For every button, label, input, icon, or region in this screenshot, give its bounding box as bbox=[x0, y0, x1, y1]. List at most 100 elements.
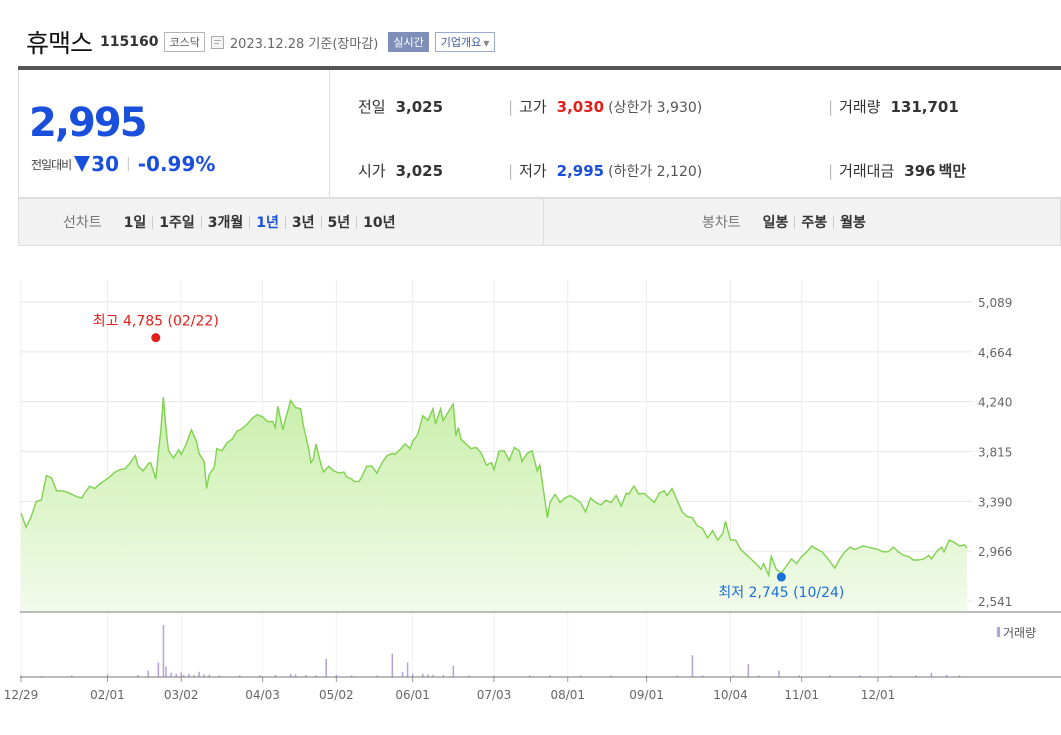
volume-bar bbox=[325, 658, 327, 677]
period-tab-2[interactable]: 3개월 bbox=[207, 215, 244, 231]
volume-bar bbox=[945, 674, 948, 677]
separator: | bbox=[828, 161, 834, 180]
volume-bar bbox=[71, 675, 73, 677]
volume-bar bbox=[610, 675, 612, 677]
volume-bar bbox=[274, 674, 277, 677]
stat-value: 131,701 bbox=[890, 97, 959, 116]
change-row: 전일대비 30 | -0.99% bbox=[31, 152, 215, 176]
stat-value: 3,030 bbox=[556, 97, 605, 116]
y-tick-label: 3,390 bbox=[978, 495, 1012, 509]
realtime-button[interactable]: 실시간 bbox=[388, 32, 429, 52]
chart-markers: 최고 4,785 (02/22) 최저 2,745 (10/24) bbox=[93, 314, 845, 601]
line-chart-label: 선차트 bbox=[63, 215, 102, 231]
candle-tab-0[interactable]: 일봉 bbox=[762, 215, 789, 231]
stat-low: | 저가 2,995 (하한가 2,120) bbox=[508, 160, 702, 181]
x-tick-label: 10/04 bbox=[713, 688, 748, 702]
current-price: 2,995 bbox=[29, 100, 148, 146]
x-tick-label: 05/02 bbox=[319, 688, 354, 702]
separator bbox=[356, 215, 358, 229]
volume-bar bbox=[549, 675, 551, 677]
stat-label: 거래대금 bbox=[839, 162, 895, 180]
stat-label: 거래량 bbox=[839, 98, 881, 116]
volume-bar bbox=[259, 675, 261, 677]
separator bbox=[320, 215, 322, 229]
change-label: 전일대비 bbox=[31, 157, 72, 172]
volume-bar bbox=[183, 674, 185, 677]
volume-bar bbox=[452, 665, 455, 677]
upper-limit: (상한가 3,930) bbox=[608, 99, 703, 116]
x-tick-label: 06/01 bbox=[395, 688, 430, 702]
volume-bar bbox=[376, 675, 378, 677]
period-tab-3[interactable]: 1년 bbox=[256, 215, 279, 231]
x-tick-label: 12/29 bbox=[4, 688, 39, 702]
volume-bar bbox=[406, 662, 409, 677]
volume-bar bbox=[188, 673, 190, 677]
candle-tab-1[interactable]: 주봉 bbox=[801, 215, 828, 231]
stat-volume: | 거래량 131,701 bbox=[828, 96, 959, 117]
volume-bar bbox=[137, 674, 139, 677]
x-tick-label: 11/01 bbox=[784, 688, 819, 702]
volume-bar bbox=[147, 670, 149, 677]
separator bbox=[833, 215, 835, 229]
volume-bar bbox=[427, 674, 429, 677]
price-line bbox=[20, 396, 968, 578]
volume-bar bbox=[757, 675, 760, 677]
candle-tab-2[interactable]: 월봉 bbox=[840, 215, 866, 231]
volume-bar bbox=[401, 671, 404, 677]
high-label: 최고 4,785 (02/22) bbox=[93, 314, 219, 330]
volume-bar bbox=[701, 675, 704, 677]
period-tab-4[interactable]: 3년 bbox=[291, 215, 315, 231]
x-tick-label: 03/02 bbox=[164, 688, 199, 702]
stat-label: 고가 bbox=[519, 98, 547, 116]
volume-bar bbox=[411, 673, 414, 677]
low-label: 최저 2,745 (10/24) bbox=[718, 585, 844, 601]
company-overview-label: 기업개요 bbox=[440, 36, 482, 49]
volume-bar bbox=[294, 674, 297, 677]
candle-chart-label: 봉차트 bbox=[702, 215, 741, 231]
lower-limit: (하한가 2,120) bbox=[608, 163, 703, 180]
stat-label: 저가 bbox=[519, 162, 547, 180]
volume-bar bbox=[432, 674, 434, 677]
volume-bar bbox=[422, 673, 424, 677]
volume-bar bbox=[165, 666, 167, 677]
volume-bar bbox=[175, 673, 177, 677]
line-chart-periods: 선차트 1일 1주일 3개월 1년 3년 5년 10년 bbox=[19, 199, 544, 245]
price-area bbox=[21, 396, 967, 611]
stat-value: 3,025 bbox=[395, 97, 444, 116]
volume-bar bbox=[315, 675, 317, 677]
separator bbox=[249, 215, 251, 229]
period-tab-0[interactable]: 1일 bbox=[123, 215, 147, 231]
calendar-icon bbox=[210, 35, 224, 49]
volume-bar bbox=[645, 675, 648, 677]
volume-bar bbox=[859, 675, 861, 677]
company-overview-button[interactable]: 기업개요 ▼ bbox=[434, 32, 496, 52]
volume-bar bbox=[958, 675, 961, 677]
volume-bar bbox=[493, 675, 495, 677]
period-bar: 선차트 1일 1주일 3개월 1년 3년 5년 10년 봉차트 일봉 주봉 월봉 bbox=[18, 198, 1061, 246]
volume-bar bbox=[528, 675, 531, 677]
stat-amount: | 거래대금 396 백만 bbox=[828, 160, 966, 181]
stock-code: 115160 bbox=[100, 34, 159, 50]
low-marker bbox=[776, 572, 786, 582]
chart-axes: 5,089 4,664 4,240 3,815 3,390 2,966 2,541 12/29… bbox=[4, 296, 1061, 702]
separator: | bbox=[508, 161, 514, 180]
separator bbox=[152, 215, 154, 229]
volume-bar bbox=[890, 675, 892, 677]
volume-bar bbox=[198, 671, 200, 677]
period-tab-1[interactable]: 1주일 bbox=[159, 215, 195, 231]
stat-prev-close: 전일 3,025 bbox=[358, 96, 443, 117]
period-tab-6[interactable]: 10년 bbox=[363, 215, 396, 231]
high-marker bbox=[151, 333, 161, 343]
period-tab-5[interactable]: 5년 bbox=[327, 215, 351, 231]
stat-value: 2,995 bbox=[556, 161, 605, 180]
volume-bar bbox=[238, 675, 241, 677]
volume-bar bbox=[732, 675, 734, 677]
volume-bars bbox=[20, 625, 961, 677]
y-tick-label: 2,541 bbox=[978, 595, 1012, 609]
separator bbox=[284, 215, 286, 229]
stat-label: 전일 bbox=[358, 98, 386, 116]
volume-bar bbox=[218, 675, 221, 677]
separator bbox=[200, 215, 202, 229]
volume-bar bbox=[170, 672, 172, 677]
